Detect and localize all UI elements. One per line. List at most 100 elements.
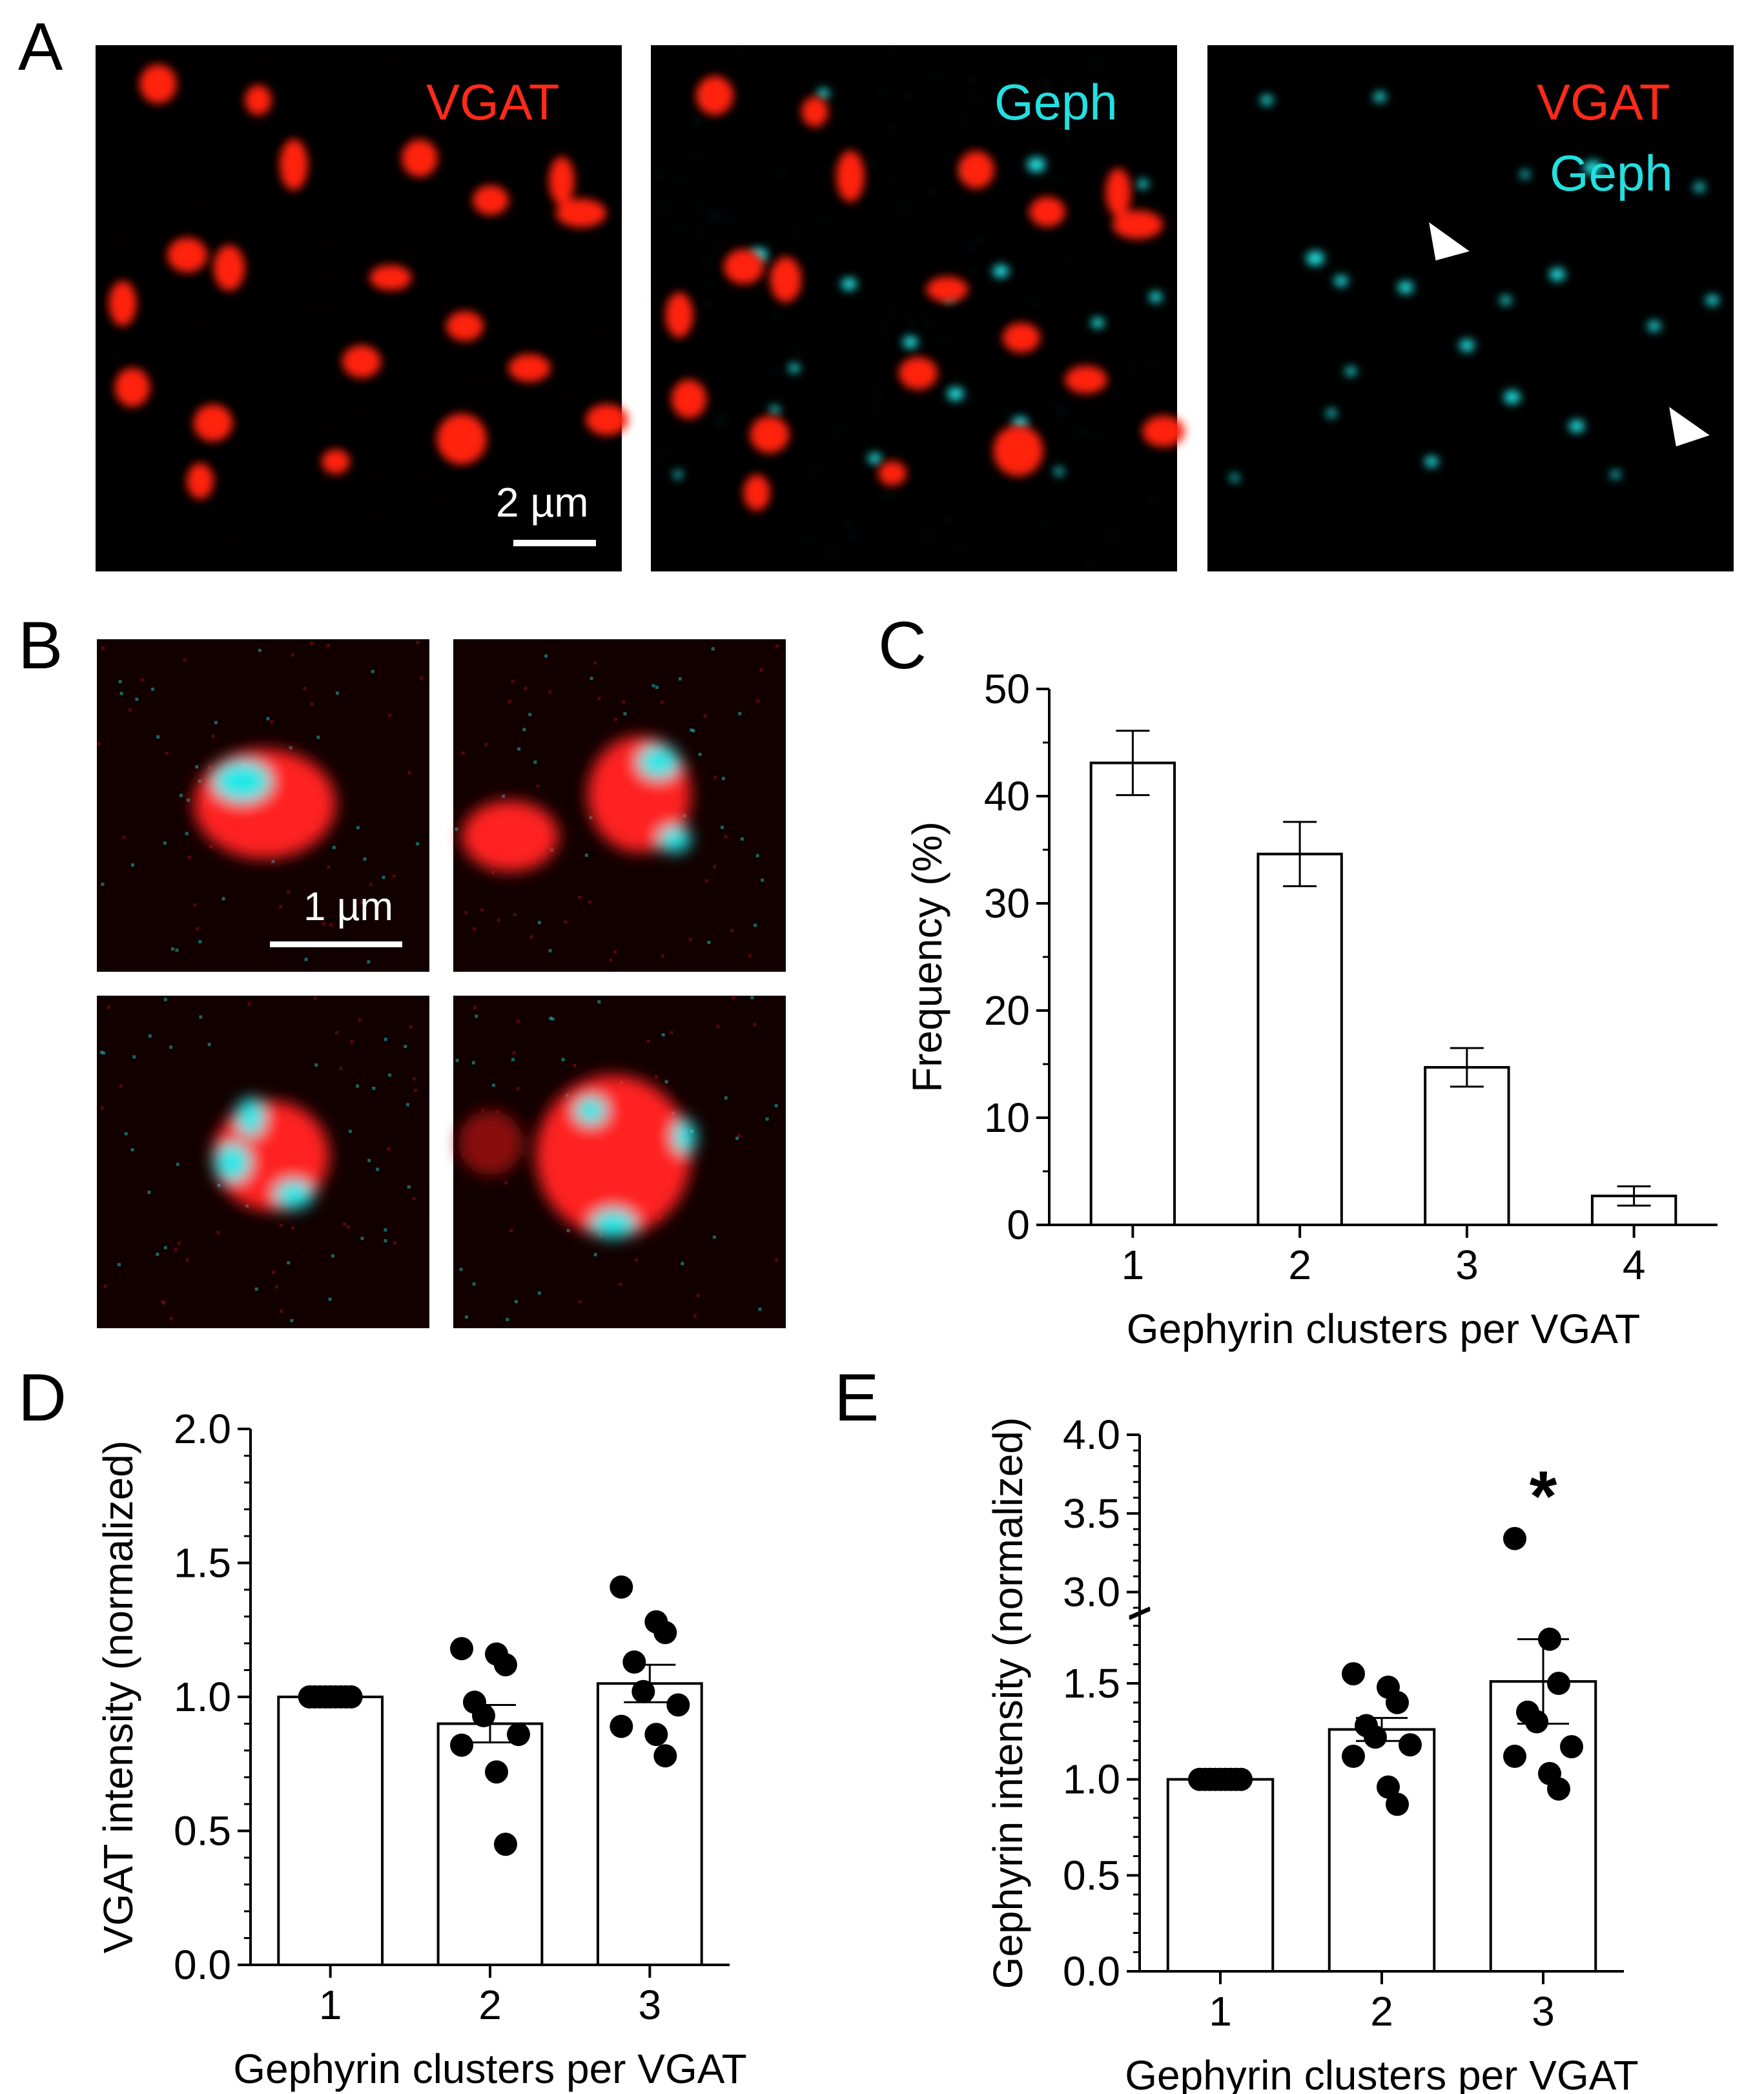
- bar: [1166, 1778, 1275, 1973]
- data-point: [1386, 1792, 1409, 1816]
- label-geph: Geph: [994, 74, 1118, 130]
- x-tick-label: 3: [1532, 1988, 1555, 2035]
- data-point: [1399, 1733, 1422, 1757]
- bar: [1328, 1728, 1436, 1973]
- y-tick-label: 40: [984, 773, 1030, 819]
- panel-letter-a: A: [18, 10, 63, 85]
- arrowhead-marker-1: [1429, 222, 1470, 261]
- data-point: [1538, 1627, 1561, 1651]
- panel-letter-c: C: [878, 608, 927, 683]
- merge-label-vgat: VGAT: [1537, 74, 1670, 130]
- scale-bar-label-1um: 1 µm: [303, 885, 393, 929]
- chart-frequency: 0 10 20 30 40 50 1 2 3 4 Gephyrin clusters per VGA…: [904, 666, 1718, 1352]
- data-point: [631, 1679, 655, 1703]
- x-tick-label: 2: [1370, 1988, 1393, 2035]
- y-tick-label: 3.0: [1063, 1569, 1120, 1616]
- data-point: [610, 1575, 633, 1599]
- y-axis-label: Gephyrin intensity (normalized): [985, 1417, 1031, 1989]
- synapse-zoom-4: [453, 996, 786, 1328]
- data-point: [339, 1685, 363, 1709]
- y-tick-label: 0.0: [1063, 1948, 1120, 1995]
- arrowhead-marker-2: [1669, 407, 1710, 447]
- panel-letter-d: D: [18, 1360, 67, 1435]
- data-point: [1547, 1672, 1570, 1696]
- x-tick-label: 1: [1122, 1242, 1145, 1288]
- y-tick-label: 20: [984, 987, 1030, 1034]
- x-tick-label: 3: [1455, 1242, 1479, 1288]
- y-tick-label: 1.0: [1063, 1756, 1120, 1803]
- x-tick-label: 4: [1623, 1242, 1646, 1288]
- data-point: [1342, 1745, 1365, 1769]
- synapse-zoom-2: [453, 639, 786, 972]
- y-tick-label: 50: [984, 666, 1030, 712]
- bar: [1089, 761, 1176, 1227]
- data-point: [666, 1693, 690, 1717]
- micrograph-geph: Geph: [651, 45, 1177, 571]
- synapse-zoom-3: [97, 996, 429, 1328]
- scale-bar-1um: [270, 941, 402, 947]
- bar: [1256, 852, 1343, 1226]
- y-axis-label: VGAT intensity (normalized): [95, 1441, 141, 1953]
- axis-break-mark: [1129, 1608, 1151, 1620]
- x-tick-label: 2: [1288, 1242, 1311, 1288]
- micrograph-merge: VGAT Geph: [665, 45, 1734, 571]
- micrograph-vgat: VGAT 2 µm: [96, 45, 628, 571]
- y-axis-label: Frequency (%): [904, 821, 950, 1093]
- data-point: [653, 1744, 677, 1768]
- data-point: [1364, 1725, 1387, 1749]
- bar: [1424, 1065, 1510, 1226]
- panel-letter-b: B: [18, 608, 63, 683]
- y-tick-label: 1.0: [174, 1674, 231, 1720]
- data-point: [494, 1653, 517, 1677]
- data-point: [1342, 1662, 1365, 1686]
- y-tick-label: 0.0: [174, 1942, 231, 1988]
- x-tick-label: 2: [478, 1982, 502, 2028]
- data-point: [1386, 1690, 1409, 1714]
- x-axis-label: Gephyrin clusters per VGAT: [1125, 2052, 1639, 2094]
- y-tick-label: 0.5: [1063, 1852, 1120, 1898]
- data-point: [653, 1621, 677, 1645]
- y-tick-label: 10: [984, 1094, 1030, 1141]
- significance-marker: *: [1530, 1457, 1557, 1536]
- x-axis-label: Gephyrin clusters per VGAT: [1127, 1306, 1641, 1352]
- data-point: [1547, 1777, 1570, 1801]
- x-tick-label: 1: [1209, 1988, 1232, 2035]
- data-point: [1560, 1735, 1583, 1759]
- scale-bar-2um: [513, 540, 596, 546]
- data-point: [472, 1704, 495, 1728]
- chart-vgat-intensity: 0.0 0.5 1.0 1.5 2.0 1 2 3 Gephyrin clusters per …: [95, 1406, 747, 2092]
- label-vgat: VGAT: [426, 74, 560, 130]
- x-tick-label: 3: [639, 1982, 662, 2028]
- merge-label-geph: Geph: [1550, 145, 1673, 201]
- y-tick-label: 30: [984, 880, 1030, 927]
- y-tick-label: 1.5: [1063, 1660, 1120, 1707]
- panel-letter-e: E: [834, 1360, 879, 1435]
- data-point: [622, 1650, 646, 1674]
- bar: [436, 1722, 544, 1966]
- data-point: [1229, 1767, 1253, 1791]
- data-point: [494, 1832, 517, 1856]
- data-point: [450, 1637, 473, 1661]
- x-axis-label: Gephyrin clusters per VGAT: [233, 2046, 747, 2092]
- data-point: [644, 1723, 668, 1747]
- y-tick-label: 0.5: [174, 1808, 231, 1854]
- data-point: [1525, 1710, 1548, 1734]
- data-point: [610, 1714, 633, 1738]
- y-tick-label: 0: [1007, 1202, 1030, 1248]
- data-point: [1503, 1526, 1526, 1550]
- data-point: [507, 1723, 530, 1747]
- y-tick-label: 4.0: [1063, 1411, 1120, 1458]
- scale-bar-label-2um: 2 µm: [496, 479, 589, 526]
- bar: [277, 1696, 384, 1966]
- axis-break-mark: [1129, 1606, 1151, 1618]
- data-point: [1377, 1775, 1400, 1799]
- data-point: [1503, 1745, 1526, 1769]
- chart-gephyrin-intensity: 0.0 0.5 1.0 1.5 3.0 3.5 4.0 1 2 3 * Gephyrin cluste…: [985, 1411, 1639, 2094]
- data-point: [450, 1733, 473, 1757]
- y-tick-label: 2.0: [174, 1406, 231, 1452]
- x-tick-label: 1: [319, 1982, 342, 2028]
- y-tick-label: 3.5: [1063, 1490, 1120, 1537]
- synapse-zoom-1: 1 µm: [97, 639, 429, 972]
- y-tick-label: 1.5: [174, 1540, 231, 1586]
